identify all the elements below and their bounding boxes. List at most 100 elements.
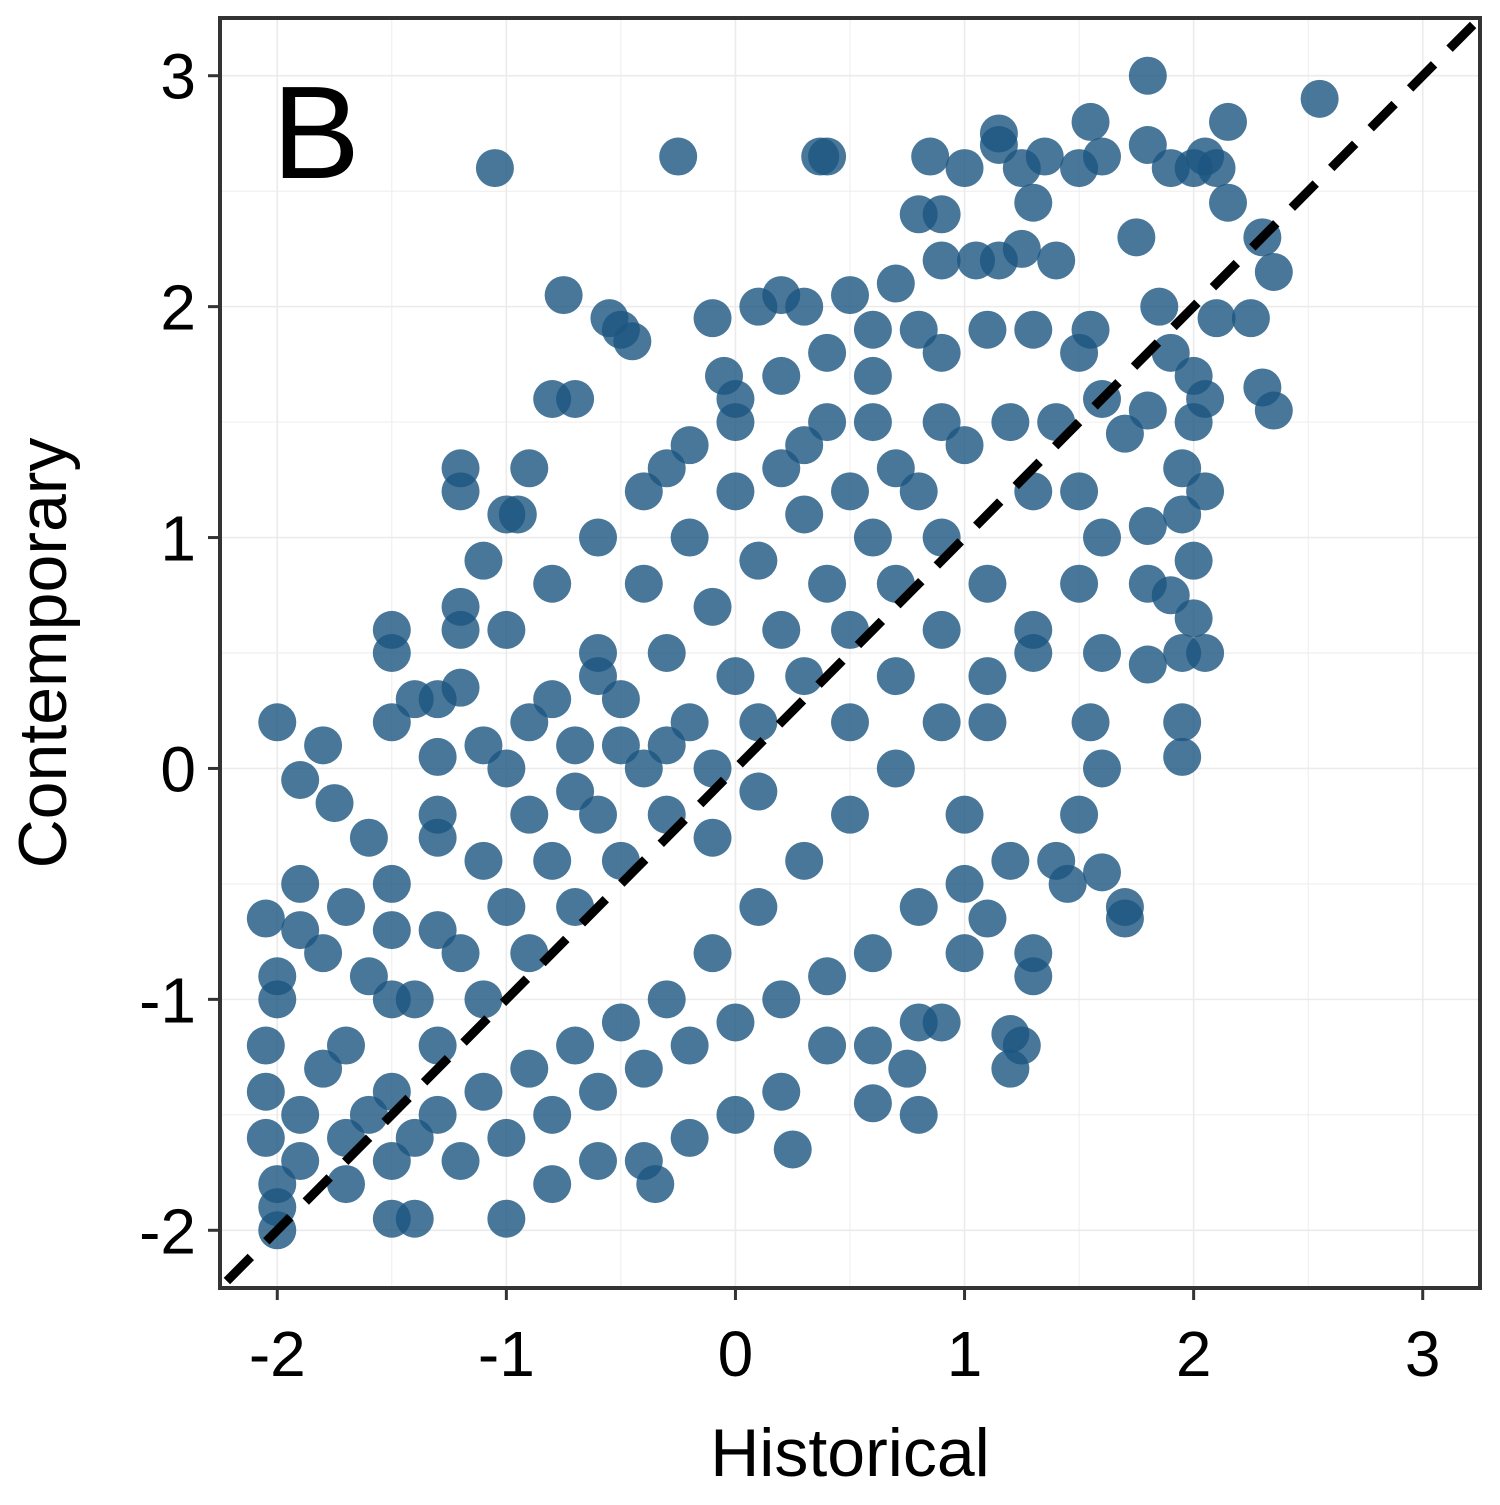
data-point (647, 449, 686, 488)
data-point (968, 310, 1007, 349)
data-point (487, 1199, 526, 1238)
data-point (281, 761, 320, 799)
data-point (601, 726, 640, 765)
data-point (441, 668, 480, 707)
data-point (304, 726, 343, 765)
data-point (579, 518, 617, 557)
data-point (1128, 56, 1167, 95)
data-point (991, 403, 1030, 442)
data-point (1163, 495, 1202, 534)
y-tick-label: 1 (160, 503, 196, 575)
data-point (1128, 645, 1167, 684)
data-point (853, 356, 892, 395)
data-point (281, 864, 320, 903)
data-point (487, 749, 526, 788)
data-point (498, 495, 537, 534)
data-point (1163, 703, 1202, 742)
data-point (739, 888, 778, 926)
data-point (613, 322, 652, 361)
data-point (1083, 749, 1121, 788)
data-point (349, 818, 388, 857)
data-point (922, 403, 961, 442)
data-point (487, 888, 526, 926)
data-point (785, 426, 824, 465)
data-point (464, 1072, 503, 1111)
data-point (945, 864, 984, 903)
data-point (464, 841, 503, 880)
data-point (670, 703, 709, 742)
data-point (785, 287, 824, 326)
data-point (487, 1118, 526, 1157)
data-point (1140, 287, 1179, 326)
data-point (1163, 449, 1202, 488)
data-point (1209, 102, 1247, 141)
data-point (899, 310, 938, 349)
data-point (556, 772, 595, 811)
data-point (1163, 737, 1202, 776)
data-point (1300, 79, 1339, 118)
data-point (601, 680, 640, 719)
data-point (899, 472, 938, 511)
data-point (1105, 414, 1144, 453)
data-point (785, 841, 824, 880)
data-point (831, 276, 869, 315)
data-point (853, 1084, 892, 1123)
data-point (1105, 899, 1144, 938)
data-point (1151, 576, 1190, 615)
data-point (876, 657, 915, 696)
data-point (853, 518, 892, 557)
data-point (395, 1118, 434, 1157)
plot-frame (218, 16, 1482, 1290)
data-point (372, 1199, 411, 1238)
data-point (922, 241, 961, 280)
data-point (418, 818, 457, 857)
data-point (395, 980, 434, 1019)
data-point (1014, 310, 1053, 349)
data-point (716, 657, 755, 696)
data-point (1209, 183, 1247, 222)
data-point (693, 818, 732, 857)
data-point (533, 564, 572, 603)
data-point (556, 726, 595, 765)
data-point (579, 1072, 617, 1111)
data-point (1174, 599, 1213, 638)
data-point (533, 1165, 572, 1204)
y-axis-label: Contemporary (5, 438, 81, 869)
data-point (1014, 610, 1053, 649)
data-point (281, 1142, 320, 1180)
data-point (1186, 472, 1225, 511)
data-point (968, 899, 1007, 938)
data-point (1197, 299, 1236, 338)
data-point (853, 1026, 892, 1065)
data-point (510, 703, 549, 742)
data-point (716, 1003, 755, 1042)
data-point (762, 610, 801, 649)
data-point (876, 264, 915, 303)
data-point (1071, 102, 1110, 141)
identity-reference-line (223, 21, 1477, 1285)
data-point (808, 403, 847, 442)
data-point (464, 980, 503, 1019)
data-point (911, 137, 950, 176)
data-point (1014, 183, 1053, 222)
data-point (441, 449, 480, 488)
x-tick-label: -2 (249, 1318, 306, 1390)
data-point (556, 1026, 595, 1065)
data-point (716, 1095, 755, 1134)
data-point (372, 911, 411, 950)
data-point (739, 772, 778, 811)
data-point (1254, 253, 1293, 291)
data-point (579, 795, 617, 834)
data-point (808, 564, 847, 603)
data-point (670, 426, 709, 465)
data-point (327, 1026, 365, 1065)
data-point (853, 403, 892, 442)
data-point (1071, 310, 1110, 349)
data-point (579, 634, 617, 672)
data-point (372, 703, 411, 742)
data-point (624, 472, 663, 511)
data-point (372, 864, 411, 903)
data-point (533, 841, 572, 880)
